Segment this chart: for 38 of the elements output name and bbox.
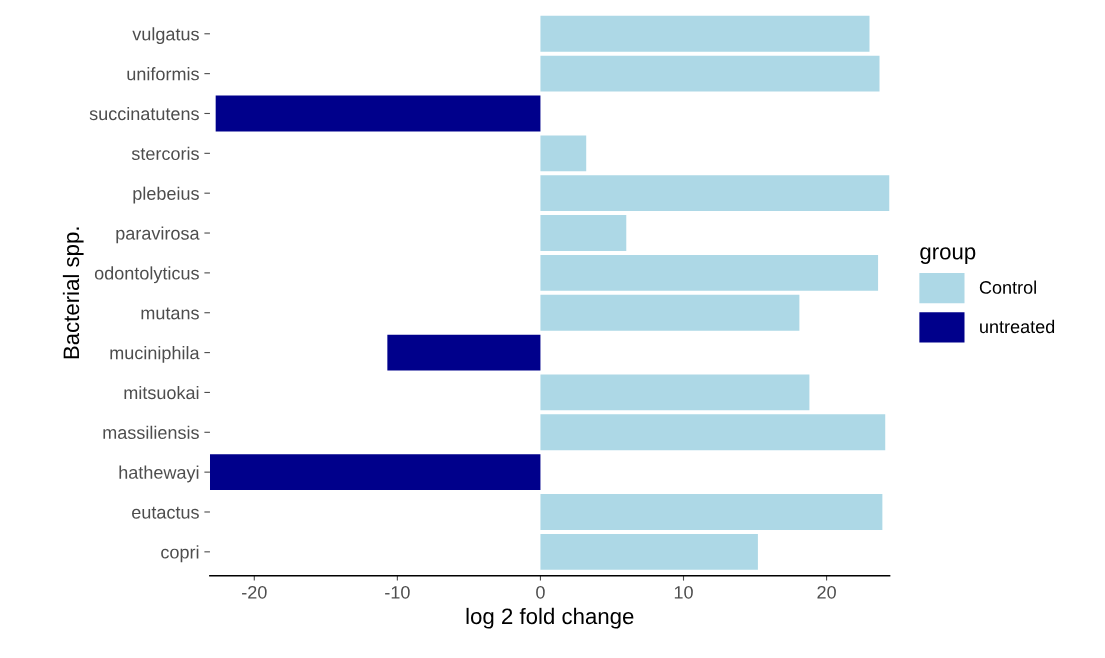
x-tick-label: 0 xyxy=(536,585,545,599)
bar xyxy=(540,135,587,172)
bar xyxy=(540,215,627,251)
legend-label: untreated xyxy=(980,319,1055,334)
bar xyxy=(540,414,886,451)
x-axis-title: log 2 fold change xyxy=(466,607,634,629)
y-tick-label: succinatutens xyxy=(89,106,199,121)
x-tick-label: -10 xyxy=(385,585,410,599)
x-tick-label: -20 xyxy=(242,585,267,599)
x-tick-label: 10 xyxy=(674,585,693,599)
y-tick-label: odontolyticus xyxy=(94,266,199,284)
bar xyxy=(540,55,880,92)
y-tick-label: massiliensis xyxy=(103,425,199,440)
y-tick-label: eutactus xyxy=(132,506,199,519)
bar xyxy=(540,254,879,291)
bar xyxy=(387,334,541,371)
x-tick-label: 20 xyxy=(817,585,836,599)
bar xyxy=(540,533,758,570)
bar xyxy=(540,175,890,212)
legend-label: Control xyxy=(979,280,1036,294)
bar xyxy=(540,374,810,411)
y-tick-label: hathewayi xyxy=(119,465,199,483)
bar xyxy=(209,454,541,491)
bar xyxy=(215,95,541,132)
y-tick-label: stercoris xyxy=(131,146,199,161)
y-tick-label: uniformis xyxy=(127,67,199,81)
y-tick-label: muciniphila xyxy=(110,346,200,363)
y-tick-label: copri xyxy=(161,545,199,563)
y-tick-label: plebeius xyxy=(133,186,199,204)
y-axis-title: Bacterial spp. xyxy=(62,227,84,359)
y-tick-label: mutans xyxy=(141,307,199,320)
bar xyxy=(540,494,883,530)
bar xyxy=(540,15,870,52)
y-tick-label: mitsuokai xyxy=(124,385,199,400)
bar xyxy=(540,294,800,331)
y-tick-label: paravirosa xyxy=(116,226,200,244)
legend-title: group xyxy=(920,247,976,264)
y-tick-label: vulgatus xyxy=(132,27,199,45)
